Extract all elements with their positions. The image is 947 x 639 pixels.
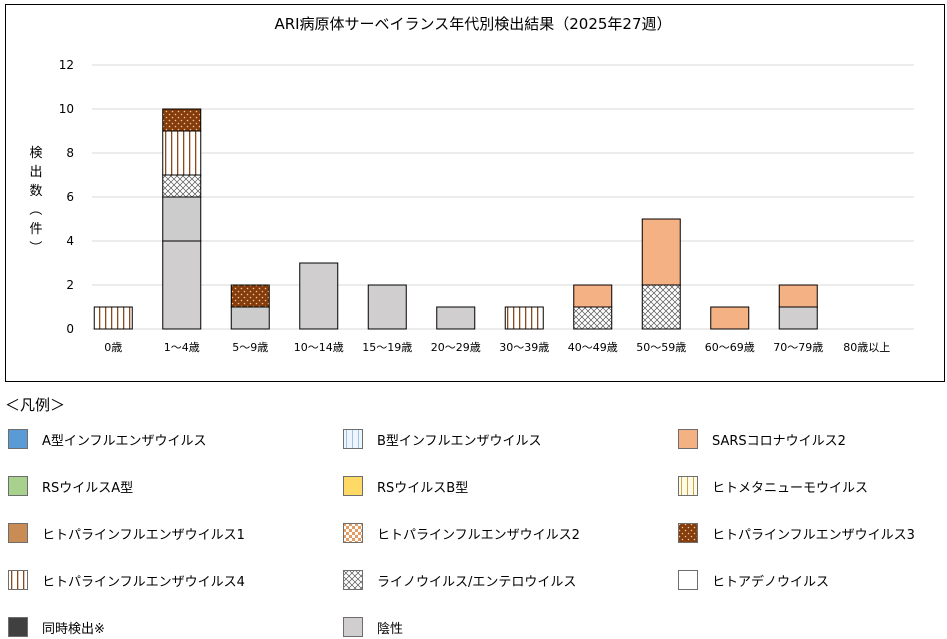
legend-swatch	[8, 617, 28, 637]
legend-label: ヒトメタニューモウイルス	[712, 480, 869, 496]
x-tick-label: 5～9歳	[232, 341, 268, 354]
legend-label: ヒトパラインフルエンザウイルス4	[42, 574, 245, 590]
x-tick-label: 1～4歳	[164, 341, 200, 354]
legend-swatch	[678, 429, 698, 449]
y-axis-label: 件	[29, 222, 42, 237]
legend-label: ヒトパラインフルエンザウイルス3	[712, 527, 915, 543]
legend-swatch	[678, 570, 698, 590]
legend-label: ヒトアデノウイルス	[712, 574, 830, 590]
bar-segment	[367, 284, 407, 330]
legend-item: SARSコロナウイルス2	[678, 428, 846, 450]
legend-swatch	[8, 476, 28, 496]
legend-label: B型インフルエンザウイルス	[377, 433, 542, 449]
y-tick-label: 2	[66, 278, 74, 292]
bar-segment	[573, 306, 613, 330]
x-tick-label: 80歳以上	[843, 341, 890, 354]
legend-swatch	[343, 617, 363, 637]
legend-item: ヒトパラインフルエンザウイルス3	[678, 522, 915, 544]
legend-item: ヒトアデノウイルス	[678, 569, 829, 591]
legend-swatch	[8, 523, 28, 543]
legend-swatch	[678, 476, 698, 496]
bar-segment	[230, 306, 270, 330]
x-tick-label: 40～49歳	[568, 341, 618, 354]
legend-label: SARSコロナウイルス2	[712, 433, 846, 449]
y-tick-label: 8	[66, 146, 74, 160]
legend-item: 同時検出※	[8, 616, 105, 638]
legend-label: 同時検出※	[42, 621, 105, 637]
bar-chart: ARI病原体サーベイランス年代別検出結果（2025年27週） 0 2 4 6 8 10 12 検…	[27, 15, 914, 354]
legend-label: 陰性	[377, 621, 404, 637]
legend-item: RSウイルスA型	[8, 475, 133, 497]
bar-segment	[162, 130, 202, 176]
legend-label: A型インフルエンザウイルス	[42, 433, 207, 449]
legend-label: ヒトパラインフルエンザウイルス2	[377, 527, 580, 543]
y-axis-label: ）	[27, 240, 42, 253]
x-tick-label: 20～29歳	[431, 341, 481, 354]
legend-label: RSウイルスB型	[377, 480, 469, 496]
y-axis-label: （	[27, 202, 42, 215]
legend-item: ヒトパラインフルエンザウイルス2	[343, 522, 580, 544]
legend-item: RSウイルスB型	[343, 475, 468, 497]
bar-segment	[162, 108, 202, 132]
legend-title: ＜凡例＞	[5, 396, 66, 414]
bar-segment	[778, 284, 818, 308]
legend-swatch	[343, 523, 363, 543]
bar-segment	[299, 262, 339, 330]
y-tick-label: 4	[66, 234, 74, 248]
y-tick-label: 6	[66, 190, 74, 204]
legend-item: ライノウイルス/エンテロウイルス	[343, 569, 576, 591]
bar-segment	[93, 306, 133, 330]
legend-item: A型インフルエンザウイルス	[8, 428, 207, 450]
bar-segment	[436, 306, 476, 330]
legend-swatch	[343, 570, 363, 590]
y-tick-label: 0	[66, 322, 74, 336]
legend-item: ヒトパラインフルエンザウイルス1	[8, 522, 245, 544]
bar-segment	[641, 218, 681, 286]
bar-segment	[504, 306, 544, 330]
y-axis-label: 検	[29, 146, 42, 161]
x-tick-label: 10～14歳	[294, 341, 344, 354]
legend-item: 陰性	[343, 616, 403, 638]
legend-label: RSウイルスA型	[42, 480, 134, 496]
legend-swatch	[8, 429, 28, 449]
bar-segment	[573, 284, 613, 308]
legend-swatch	[343, 429, 363, 449]
x-tick-label: 15～19歳	[362, 341, 412, 354]
x-tick-label: 70～79歳	[773, 341, 823, 354]
legend-swatch	[678, 523, 698, 543]
chart-frame: ARI病原体サーベイランス年代別検出結果（2025年27週） 0 2 4 6 8 10 12 検…	[5, 4, 945, 382]
y-axis-label: 数	[29, 184, 42, 199]
bar-segment	[162, 196, 202, 242]
y-tick-label: 10	[59, 102, 74, 116]
chart-title: ARI病原体サーベイランス年代別検出結果（2025年27週）	[274, 15, 671, 33]
legend-label: ライノウイルス/エンテロウイルス	[377, 574, 577, 590]
legend-swatch	[8, 570, 28, 590]
y-axis-label: 出	[29, 165, 42, 180]
x-tick-label: 0歳	[104, 341, 122, 354]
x-tick-label: 60～69歳	[705, 341, 755, 354]
x-tick-label: 30～39歳	[499, 341, 549, 354]
legend-swatch	[343, 476, 363, 496]
bar-segment	[778, 306, 818, 330]
legend-item: ヒトメタニューモウイルス	[678, 475, 868, 497]
x-tick-label: 50～59歳	[636, 341, 686, 354]
bar-segment	[230, 284, 270, 308]
legend-label: ヒトパラインフルエンザウイルス1	[42, 527, 245, 543]
bar-segment	[710, 306, 750, 330]
bar-segment	[162, 174, 202, 198]
y-tick-label: 12	[59, 58, 74, 72]
bar-segment	[162, 240, 202, 330]
legend-item: ヒトパラインフルエンザウイルス4	[8, 569, 245, 591]
legend-item: B型インフルエンザウイルス	[343, 428, 542, 450]
bar-segment	[641, 284, 681, 330]
